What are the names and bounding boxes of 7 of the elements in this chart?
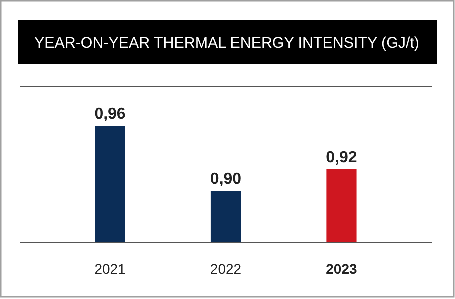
chart-title: YEAR-ON-YEAR THERMAL ENERGY INTENSITY (GJ/t) [34, 35, 428, 52]
x-tick-label: 2023 [326, 261, 358, 277]
data-label: 0,90 [210, 171, 242, 188]
data-label: 0,92 [326, 149, 358, 166]
x-tick-label: 2022 [210, 261, 242, 277]
x-tick-label: 2021 [94, 261, 126, 277]
data-label: 0,96 [94, 106, 126, 123]
